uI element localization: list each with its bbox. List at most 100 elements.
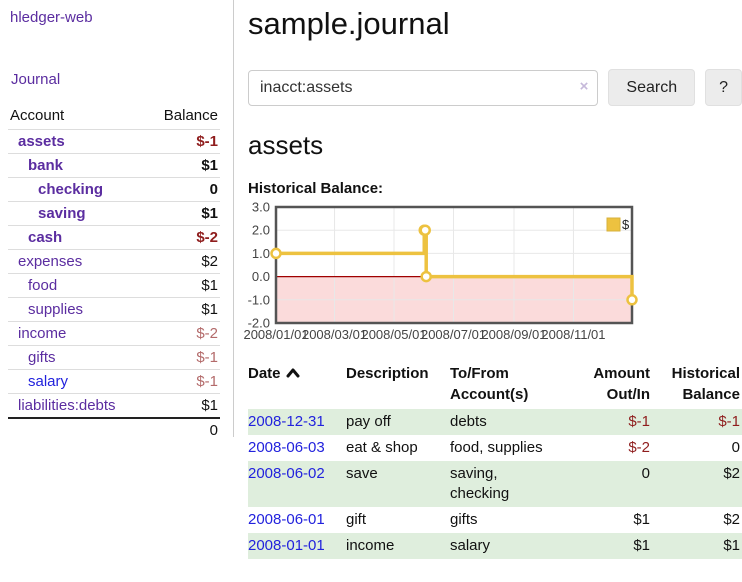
svg-text:-1.0: -1.0 [248,292,270,307]
chart-title: Historical Balance: [248,180,384,197]
account-balance: 0 [145,177,220,202]
transaction-description: pay off [346,413,391,430]
balance-chart-svg: 3.0 2.0 1.0 0.0 -1.0 -2.02008/01/012008/03/01… [243,200,638,342]
transaction-accounts: saving, checking [450,465,510,502]
transaction-amount: $1 [633,537,650,554]
transaction-description: income [346,537,395,554]
register-header-accounts: To/From Account(s) [450,365,529,403]
transaction-date-link[interactable]: 2008-06-03 [248,439,325,456]
accounts-header-balance: Balance [163,107,218,124]
account-heading: assets [248,130,324,160]
accounts-header-account: Account [10,107,65,124]
register-header-date[interactable]: Date [248,361,346,409]
account-balance: $-2 [145,225,220,250]
account-balance: $1 [145,273,220,298]
account-balance: $-1 [145,369,220,394]
account-row: checking 0 [8,177,220,202]
account-link[interactable]: salary [28,373,69,390]
search-button[interactable]: Search [608,69,696,106]
transaction-accounts: debts [450,413,487,430]
transaction-amount: $1 [633,511,650,528]
account-link[interactable]: saving [38,205,86,222]
account-link[interactable]: bank [28,157,64,174]
transaction-description: eat & shop [346,439,418,456]
transaction-accounts: gifts [450,511,478,528]
transaction-balance: $1 [723,537,740,554]
account-link[interactable]: liabilities:debts [18,397,116,414]
svg-text:0.0: 0.0 [252,269,270,284]
transaction-balance: $2 [723,465,740,482]
transaction-date-link[interactable]: 2008-06-01 [248,511,325,528]
main-content: sample.journal × Search ? assets Histori… [243,0,742,559]
svg-text:1.0: 1.0 [252,246,270,261]
sidebar-divider [233,0,234,437]
svg-text:2008/07/01: 2008/07/01 [421,327,486,342]
account-row: bank $1 [8,153,220,178]
transaction-accounts: food, supplies [450,439,543,456]
account-link[interactable]: food [28,277,58,294]
account-row: supplies $1 [8,297,220,322]
account-link[interactable]: cash [28,229,63,246]
register-row: 2008-06-02 save saving, checking 0 $2 [248,461,742,507]
account-balance: $-2 [145,321,220,346]
account-row: gifts $-1 [8,345,220,370]
register-row: 2008-06-01 gift gifts $1 $2 [248,507,742,533]
account-link[interactable]: expenses [18,253,83,270]
transaction-amount: 0 [641,465,650,482]
transaction-balance: $-1 [718,413,740,430]
transaction-amount: $-2 [628,439,650,456]
account-row: cash $-2 [8,225,220,250]
register-table-body: 2008-12-31 pay off debts $-1 $-1 2008-06-03 ea… [248,409,742,559]
account-row: expenses $2 [8,249,220,274]
accounts-total-row: 0 [8,417,220,442]
accounts-total-value: 0 [145,417,220,442]
account-row: food $1 [8,273,220,298]
account-balance: $1 [145,201,220,226]
accounts-table-body: assets $-1 bank $1 checking 0 saving $1 cash $-2 e… [8,129,220,418]
account-link[interactable]: gifts [28,349,56,366]
svg-text:2008/01/01: 2008/01/01 [243,327,308,342]
transaction-date-link[interactable]: 2008-12-31 [248,413,325,430]
help-button[interactable]: ? [705,69,742,106]
svg-text:2008/03/01: 2008/03/01 [302,327,367,342]
page-title: sample.journal [248,6,450,41]
svg-text:2008/05/01: 2008/05/01 [361,327,426,342]
transaction-balance: $2 [723,511,740,528]
transaction-description: save [346,465,378,482]
transaction-description: gift [346,511,367,528]
register-header-date-label: Date [248,365,281,382]
transaction-amount: $-1 [628,413,650,430]
account-balance: $1 [145,153,220,178]
register-row: 2008-01-01 income salary $1 $1 [248,533,742,559]
accounts-total-spacer [8,417,146,442]
account-balance: $1 [145,297,220,322]
account-link[interactable]: supplies [28,301,84,318]
svg-text:3.0: 3.0 [252,200,270,215]
clear-search-icon[interactable]: × [579,77,589,95]
account-balance: $-1 [145,345,220,370]
svg-text:2008/09/01: 2008/09/01 [481,327,546,342]
search-input[interactable] [248,69,599,106]
account-link[interactable]: assets [18,133,65,150]
account-row: saving $1 [8,201,220,226]
transaction-date-link[interactable]: 2008-06-02 [248,465,325,482]
register-row: 2008-06-03 eat & shop food, supplies $-2 0 [248,435,742,461]
account-row: income $-2 [8,321,220,346]
sort-ascending-icon [286,368,300,378]
transaction-date-link[interactable]: 2008-01-01 [248,537,325,554]
account-link[interactable]: checking [38,181,104,198]
account-row: liabilities:debts $1 [8,393,220,418]
transaction-balance: 0 [731,439,740,456]
account-balance: $-1 [145,129,220,154]
sidebar-item-journal[interactable]: Journal [11,71,61,88]
account-balance: $1 [145,393,220,418]
historical-balance-chart: 3.0 2.0 1.0 0.0 -1.0 -2.0 2008/01/01 2008/03/01… [243,200,668,347]
account-row: salary $-1 [8,369,220,394]
svg-text:$: $ [622,217,630,232]
search-form: × Search ? [248,69,742,106]
register-row: 2008-12-31 pay off debts $-1 $-1 [248,409,742,435]
register-header-amount: Amount Out/In [593,365,650,403]
account-link[interactable]: income [18,325,67,342]
account-balance: $2 [145,249,220,274]
app-title-link[interactable]: hledger-web [10,9,93,26]
